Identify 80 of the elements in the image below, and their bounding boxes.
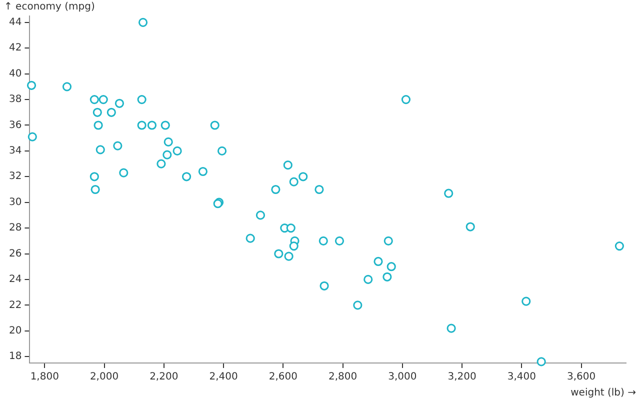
- x-axis-title: weight (lb) →: [570, 388, 636, 399]
- x-tick-label: 3,400: [507, 372, 536, 383]
- x-tick-label: 3,000: [388, 372, 417, 383]
- point: [318, 236, 328, 246]
- point: [62, 82, 72, 92]
- point: [210, 120, 220, 130]
- point: [384, 236, 393, 246]
- x-tick-label: 2,000: [90, 372, 119, 383]
- x-tick-label: 3,200: [448, 372, 476, 383]
- x-tick-label: 3,600: [566, 372, 596, 383]
- point: [119, 168, 128, 178]
- point: [289, 242, 298, 251]
- point: [98, 94, 108, 104]
- point: [26, 80, 36, 90]
- point: [382, 272, 392, 282]
- point: [138, 18, 148, 27]
- point: [353, 300, 362, 310]
- point: [156, 159, 166, 168]
- point: [298, 172, 308, 182]
- point: [446, 324, 456, 333]
- point: [182, 172, 192, 182]
- point: [28, 132, 37, 142]
- y-tick-label: 22: [8, 300, 22, 311]
- point: [162, 150, 172, 160]
- y-tick-label: 44: [8, 17, 22, 28]
- point: [160, 120, 170, 130]
- point: [90, 94, 99, 104]
- x-tick-label: 2,400: [209, 372, 238, 383]
- y-tick-label: 40: [8, 68, 22, 80]
- point: [164, 137, 173, 146]
- point: [113, 141, 122, 150]
- point: [256, 210, 266, 220]
- y-tick-label: 30: [8, 196, 22, 208]
- point: [466, 222, 475, 232]
- y-tick-label: 36: [8, 120, 22, 131]
- point: [114, 98, 124, 108]
- point: [374, 256, 383, 266]
- point: [522, 296, 531, 306]
- point: [271, 184, 280, 194]
- x-tick-label: 2,200: [150, 372, 178, 383]
- point: [614, 242, 624, 251]
- point: [401, 94, 411, 104]
- x-tick-label: 2,800: [328, 372, 358, 383]
- point: [274, 249, 284, 258]
- y-tick-label: 28: [8, 222, 22, 234]
- point: [314, 184, 324, 194]
- y-tick-label: 42: [8, 42, 22, 54]
- point: [147, 120, 157, 130]
- point: [320, 281, 329, 290]
- y-tick-label: 32: [8, 171, 22, 182]
- point: [284, 252, 294, 261]
- point: [137, 120, 146, 130]
- point: [90, 172, 99, 182]
- point: [92, 108, 102, 117]
- y-tick-label: 18: [8, 351, 22, 362]
- y-tick-label: 38: [8, 94, 22, 106]
- point: [289, 177, 298, 186]
- x-tick-label: 1,800: [30, 372, 59, 383]
- y-tick-label: 20: [8, 325, 22, 336]
- y-tick-label: 26: [8, 248, 22, 260]
- point: [172, 146, 182, 156]
- point: [386, 262, 396, 272]
- y-tick-label: 24: [8, 274, 22, 286]
- point: [283, 160, 292, 170]
- point: [364, 274, 373, 284]
- y-tick-label: 34: [8, 146, 22, 157]
- x-tick-label: 2,600: [268, 372, 298, 383]
- point: [90, 184, 100, 194]
- point: [334, 236, 344, 246]
- point: [94, 120, 103, 130]
- point: [137, 94, 146, 104]
- point: [106, 108, 116, 117]
- point: [96, 145, 105, 154]
- point: [217, 146, 227, 156]
- point: [536, 357, 546, 366]
- point: [444, 188, 454, 198]
- y-axis-title: ↑ economy (mpg): [4, 2, 95, 13]
- point: [246, 234, 255, 243]
- point: [198, 166, 208, 176]
- point: [286, 224, 296, 233]
